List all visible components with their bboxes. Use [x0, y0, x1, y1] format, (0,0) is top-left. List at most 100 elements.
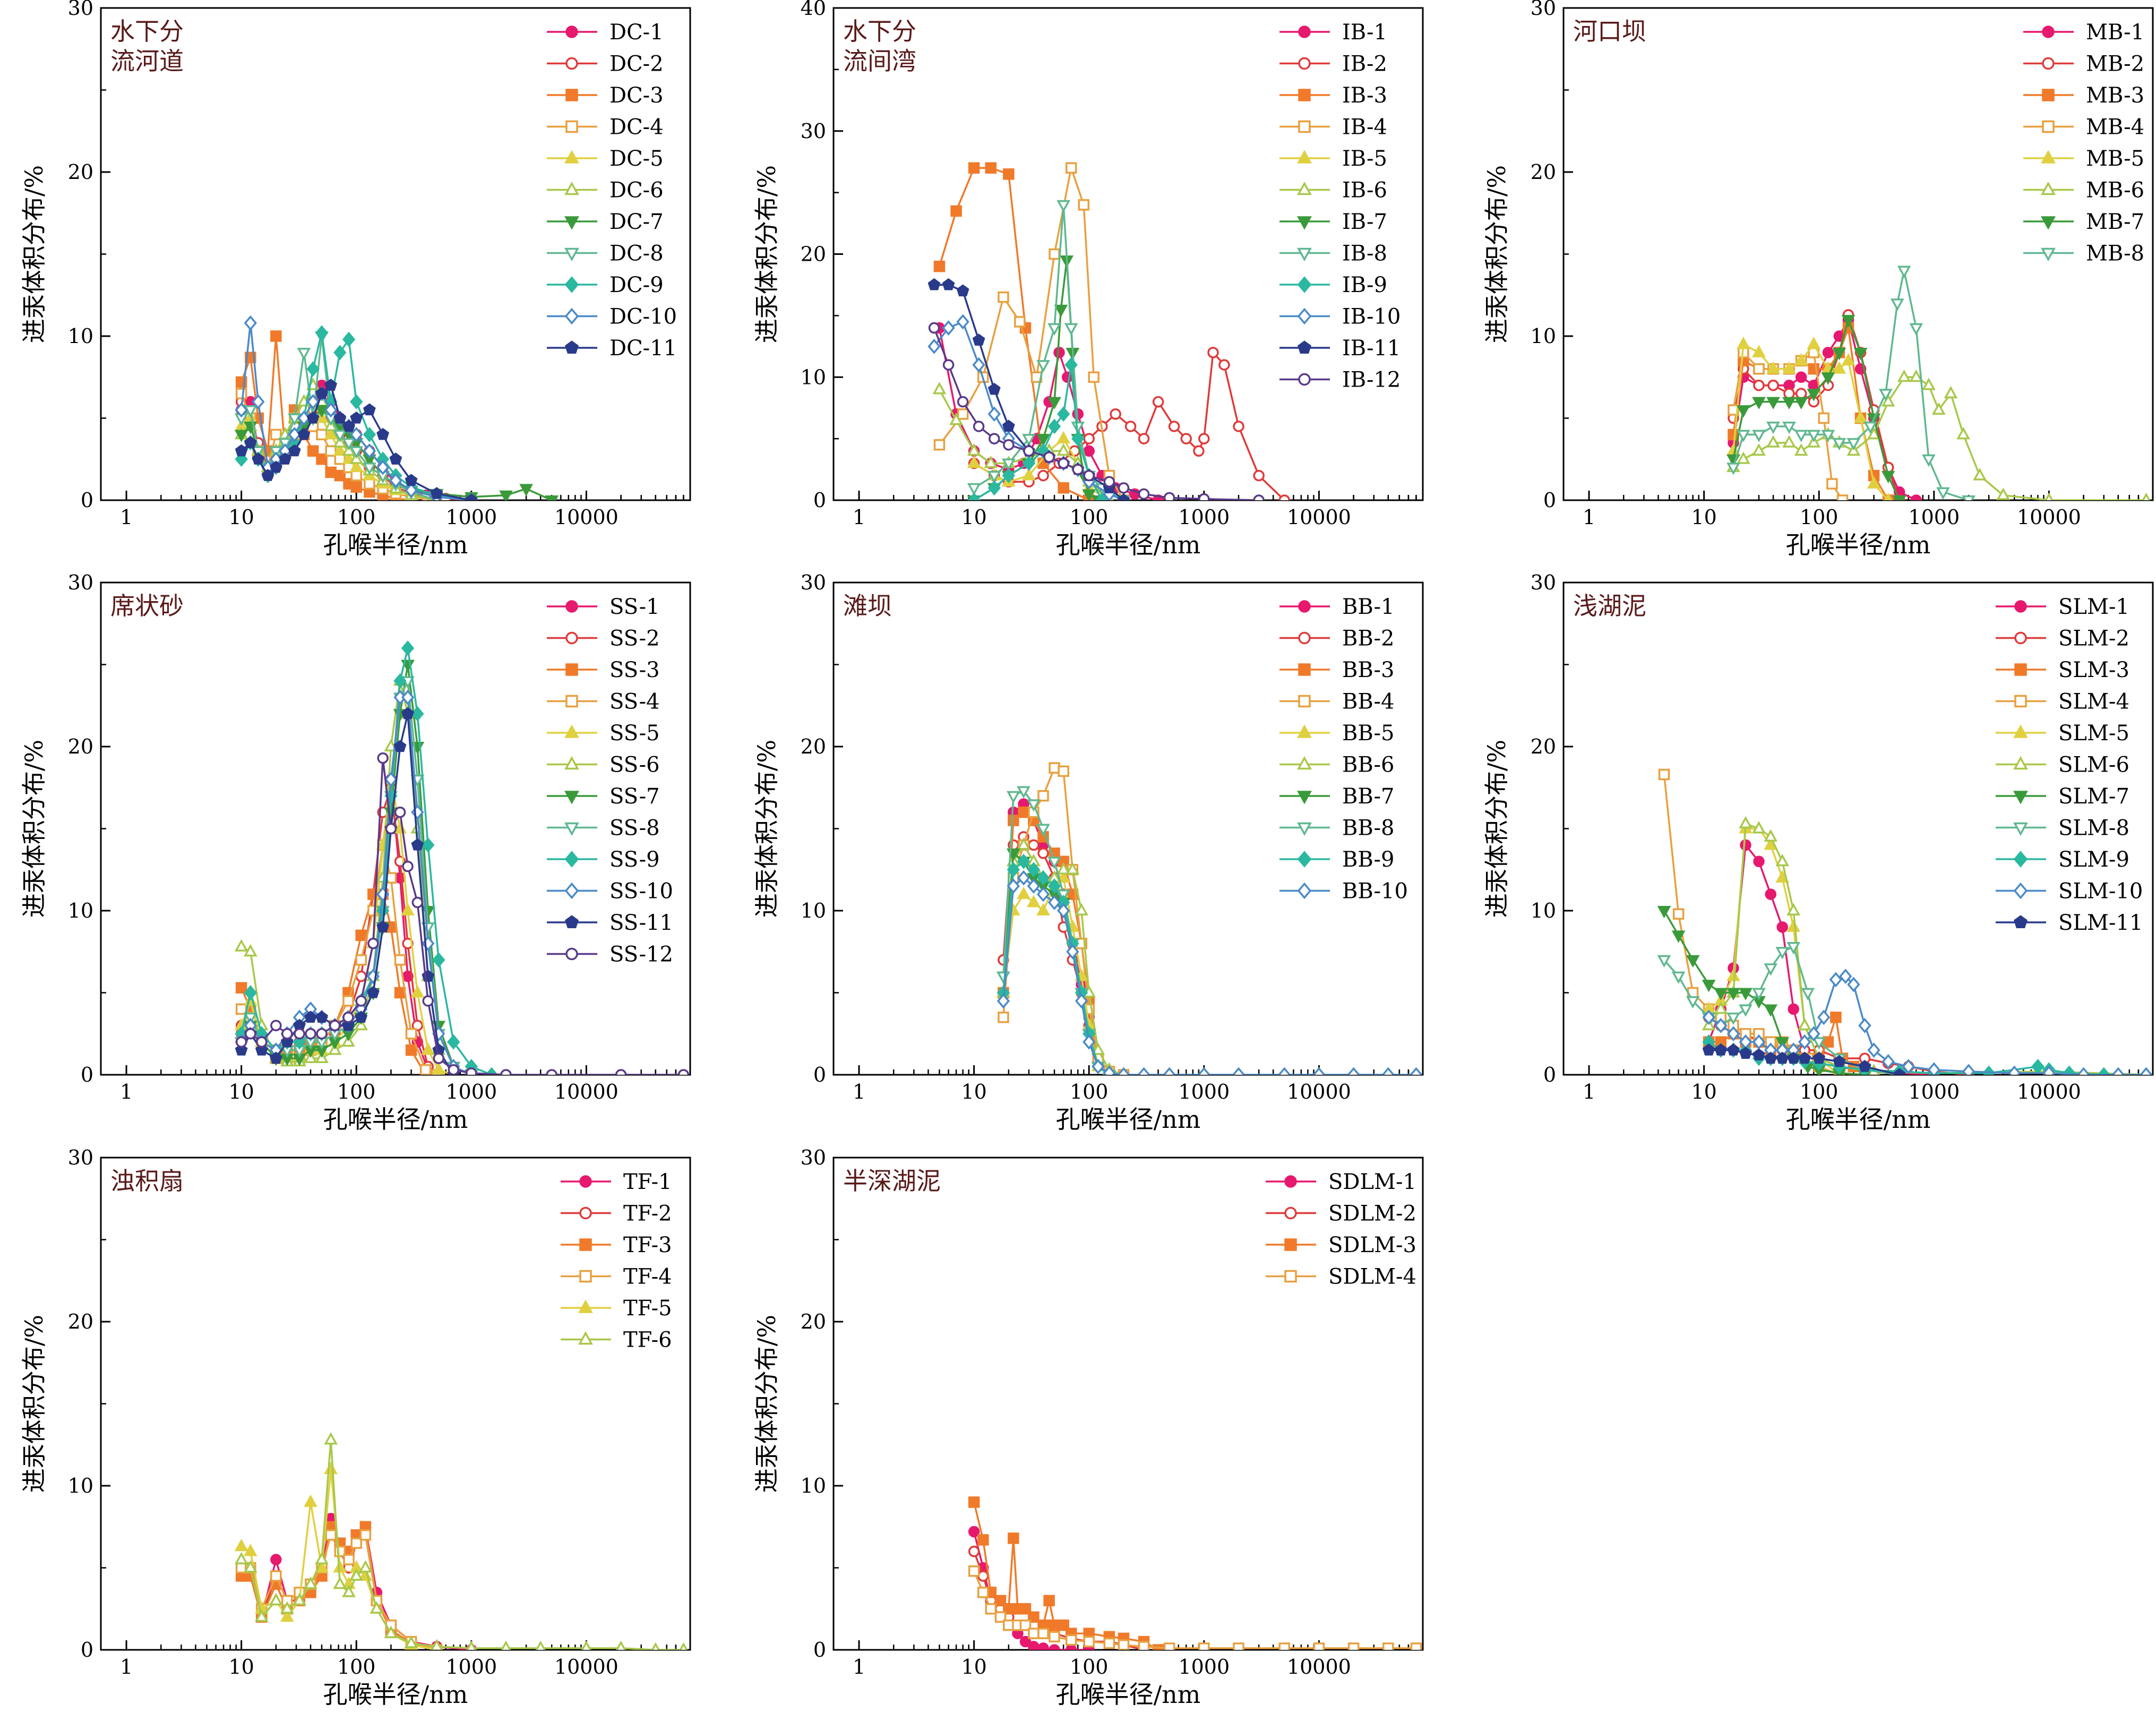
series-SDLM-3	[968, 1496, 1164, 1650]
data-point	[270, 330, 282, 342]
legend-label: SS-7	[609, 784, 660, 809]
data-point	[1002, 468, 1016, 484]
data-point	[2111, 1067, 2125, 1075]
data-point	[355, 929, 367, 941]
legend-marker	[565, 631, 578, 645]
data-point	[1863, 422, 1877, 434]
data-point	[333, 345, 347, 361]
data-point	[1818, 412, 1829, 424]
y-tick-label: 0	[1543, 489, 1556, 512]
data-point	[297, 427, 311, 440]
data-point	[235, 982, 247, 994]
data-point	[315, 325, 329, 341]
legend-marker	[1284, 1270, 1297, 1283]
data-point	[394, 987, 406, 999]
legend-marker	[565, 89, 578, 101]
data-point	[1043, 1595, 1055, 1607]
legend-marker	[1298, 663, 1311, 676]
data-point	[1766, 435, 1780, 448]
data-point	[2042, 1065, 2056, 1075]
data-point	[342, 1012, 354, 1023]
data-point	[950, 205, 962, 217]
data-point	[1049, 1619, 1060, 1631]
legend-marker	[578, 1331, 593, 1345]
data-point	[500, 1069, 512, 1075]
data-point	[1027, 895, 1041, 907]
x-axis-title: 孔喉半径/nm	[323, 1105, 468, 1134]
data-point	[1007, 878, 1020, 894]
data-point	[1841, 353, 1856, 366]
legend-marker	[1297, 882, 1312, 900]
data-point	[1909, 369, 1923, 382]
data-point	[343, 1554, 355, 1565]
data-point	[269, 460, 282, 473]
x-axis-title: 孔喉半径/nm	[323, 530, 468, 559]
data-point	[933, 260, 946, 272]
legend-marker	[579, 1238, 592, 1251]
data-point	[1752, 443, 1766, 456]
data-point	[1782, 422, 1796, 434]
data-point	[1008, 815, 1019, 826]
legend-marker	[564, 150, 579, 164]
panel-title: 半深湖泥	[843, 1167, 941, 1195]
data-point	[288, 444, 301, 457]
data-point	[1753, 379, 1765, 391]
data-point	[1036, 824, 1050, 836]
data-point	[1049, 1644, 1060, 1650]
y-tick-label: 0	[813, 1063, 826, 1086]
data-point	[1071, 431, 1085, 447]
data-point	[401, 640, 415, 656]
data-point	[1671, 930, 1686, 943]
legend-label: BB-1	[1342, 595, 1395, 619]
data-point	[1017, 837, 1030, 850]
data-point	[349, 459, 364, 473]
data-point	[967, 483, 981, 496]
data-point	[350, 394, 363, 410]
data-point	[1752, 1034, 1766, 1050]
legend-label: BB-5	[1342, 721, 1395, 746]
data-point	[1922, 378, 1936, 390]
y-tick-label: 20	[801, 735, 826, 758]
legend-marker	[564, 882, 579, 900]
data-point	[1198, 1642, 1210, 1650]
data-point	[325, 1529, 337, 1541]
legend-marker	[1284, 1175, 1297, 1188]
data-point	[1672, 908, 1685, 920]
x-tick-label: 100	[1800, 506, 1839, 529]
y-axis-title: 进汞体积分布/%	[752, 740, 781, 918]
data-point	[304, 1011, 317, 1023]
x-tick-label: 1	[853, 506, 865, 529]
x-tick-label: 10000	[554, 1655, 619, 1679]
series-SLM-11	[1702, 1043, 1906, 1075]
legend-label: TF-1	[623, 1170, 672, 1194]
data-point	[315, 387, 328, 399]
data-point	[377, 752, 389, 764]
plot-frame	[1562, 7, 2154, 501]
y-tick-label: 30	[801, 571, 826, 594]
data-point	[1197, 1067, 1211, 1075]
legend-label: SDLM-1	[1328, 1170, 1416, 1194]
data-point	[1897, 266, 1911, 278]
data-point	[1807, 337, 1821, 349]
x-tick-label: 1000	[1178, 1655, 1230, 1679]
data-point	[1740, 839, 1751, 851]
data-point	[2140, 1067, 2153, 1075]
y-tick-label: 30	[801, 119, 826, 143]
data-point	[1794, 397, 1808, 410]
legend-marker	[2041, 181, 2056, 195]
legend-marker	[1298, 695, 1311, 708]
data-point	[1739, 988, 1753, 1000]
data-point	[304, 1576, 317, 1589]
data-point	[422, 837, 435, 853]
data-point	[1753, 1048, 1765, 1061]
x-tick-label: 1	[120, 506, 133, 529]
legend-marker	[1284, 1238, 1297, 1251]
x-tick-label: 10	[228, 1655, 254, 1679]
y-tick-label: 10	[801, 365, 826, 389]
data-point	[1103, 1065, 1116, 1075]
data-point	[1765, 888, 1776, 900]
data-point	[1088, 371, 1100, 383]
data-point	[1882, 1054, 1895, 1069]
legend-label: DC-8	[609, 242, 664, 266]
y-tick-label: 20	[1531, 160, 1556, 184]
